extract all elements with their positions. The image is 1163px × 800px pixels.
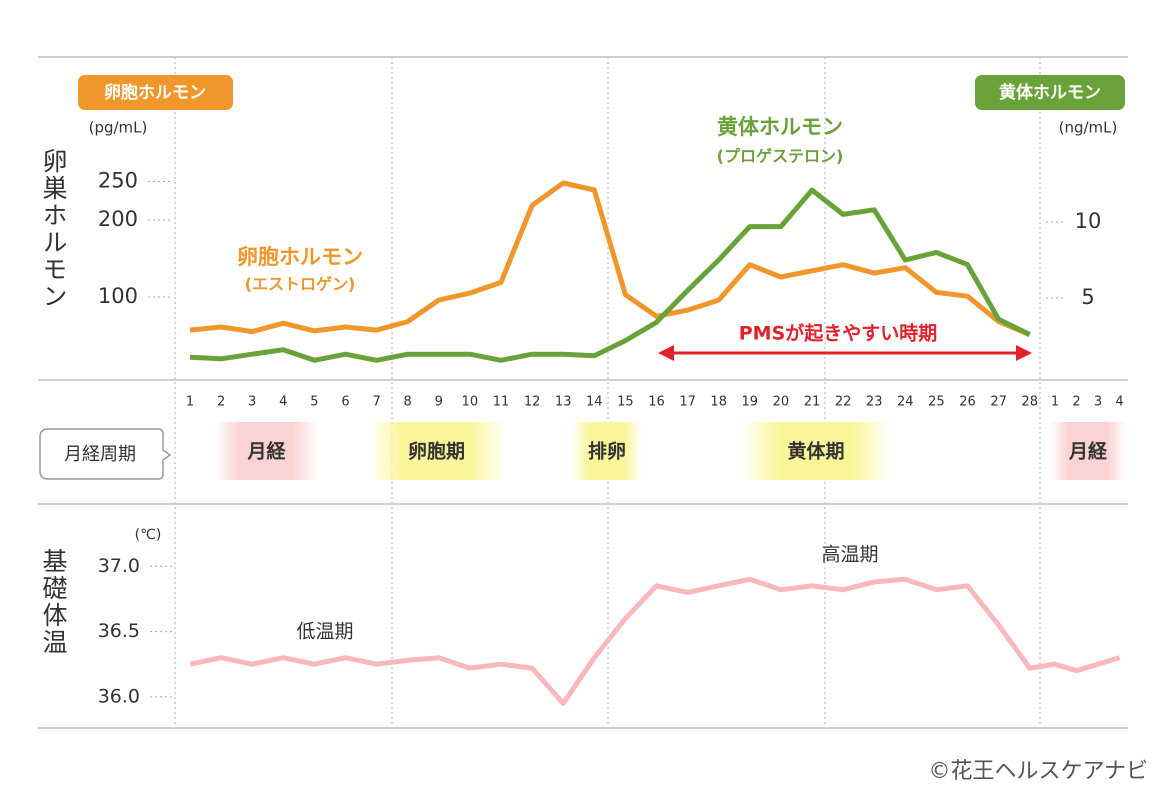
x-tick-label: 7	[372, 395, 380, 410]
x-tick-label: 26	[959, 395, 976, 410]
y-label: 基礎体温	[39, 548, 68, 656]
phase-label: 卵胞期	[408, 440, 465, 463]
series-label: 卵胞ホルモン	[237, 245, 363, 269]
y-unit: (pg/mL)	[89, 119, 148, 137]
x-tick-label: 12	[524, 395, 541, 410]
y-tick-label: 250	[98, 169, 138, 193]
x-tick-label: 28	[1021, 395, 1038, 410]
legend-label: 黄体ホルモン	[999, 82, 1101, 103]
x-tick-label: 19	[742, 395, 759, 410]
badge	[975, 75, 1125, 110]
y-label: 卵巣ホルモン	[39, 148, 68, 310]
y2-unit: (ng/mL)	[1059, 119, 1118, 137]
phase-label: 排卵	[588, 440, 626, 463]
phase-box	[368, 422, 505, 480]
phase-label: 月経	[246, 440, 286, 463]
x-tick-label: 11	[493, 395, 510, 410]
y-tick-label: 200	[98, 207, 138, 231]
x-tick-label: 15	[617, 395, 634, 410]
temperature-line	[189, 576, 1121, 706]
series-line	[189, 180, 1031, 338]
credit: ©花王ヘルスケアナビ	[928, 759, 1148, 784]
annotation: PMSが起きやすい時期	[739, 322, 938, 345]
x-tick-label: 3	[248, 395, 256, 410]
y2-tick-label: 10	[1075, 209, 1102, 233]
x-tick-label: 22	[835, 395, 852, 410]
x-tick-label: 27	[990, 395, 1007, 410]
x-tick-label: 9	[435, 395, 443, 410]
series-subtitle: (エストロゲン)	[245, 275, 356, 294]
x-tick-label: 20	[773, 395, 790, 410]
x-tick-label: 18	[710, 395, 727, 410]
x-tick-label: 25	[928, 395, 945, 410]
phase-box	[215, 422, 318, 480]
x-tick-label: 1	[186, 395, 194, 410]
dividers	[174, 57, 1041, 728]
x-tick-label: 4	[1115, 395, 1123, 410]
phase-box	[1050, 422, 1126, 480]
phase-box	[572, 422, 642, 480]
x-tick-label: 24	[897, 395, 914, 410]
cycle-box	[39, 428, 172, 480]
x-tick-label: 2	[217, 395, 225, 410]
annotation: 低温期	[296, 621, 353, 643]
x-tick-label: 10	[462, 395, 479, 410]
pms-arrow	[658, 345, 1032, 361]
series-subtitle: (プロゲステロン)	[717, 147, 844, 166]
x-tick-label: 6	[341, 395, 349, 410]
x-tick-label: 23	[866, 395, 883, 410]
x-tick-label: 16	[648, 395, 665, 410]
x-tick-label: 4	[279, 395, 287, 410]
legend-label: 卵胞ホルモン	[104, 82, 206, 103]
y-tick-label: 36.5	[98, 620, 140, 642]
series-label: 黄体ホルモン	[717, 115, 843, 139]
annotation: 高温期	[821, 544, 878, 566]
x-tick-label: 8	[404, 395, 412, 410]
phase-label: 月経	[1068, 440, 1108, 463]
x-tick-label: 21	[804, 395, 821, 410]
x-tick-label: 13	[555, 395, 572, 410]
cycle-label: 月経周期	[64, 444, 136, 465]
phase-label: 黄体期	[787, 440, 844, 463]
series-line	[189, 187, 1031, 363]
x-tick-label: 3	[1094, 395, 1102, 410]
x-tick-label: 5	[310, 395, 318, 410]
x-tick-label: 14	[586, 395, 603, 410]
frame	[38, 56, 1128, 729]
y-unit: (℃)	[135, 527, 162, 543]
x-tick-label: 17	[679, 395, 696, 410]
badge	[78, 75, 233, 110]
y-tick-label: 37.0	[98, 555, 140, 577]
y-tick-label: 36.0	[98, 685, 140, 707]
y-tick-label: 100	[98, 284, 138, 308]
x-tick-label: 1	[1051, 395, 1059, 410]
phase-box	[742, 422, 890, 480]
x-tick-label: 2	[1072, 395, 1080, 410]
y2-tick-label: 5	[1081, 285, 1094, 309]
